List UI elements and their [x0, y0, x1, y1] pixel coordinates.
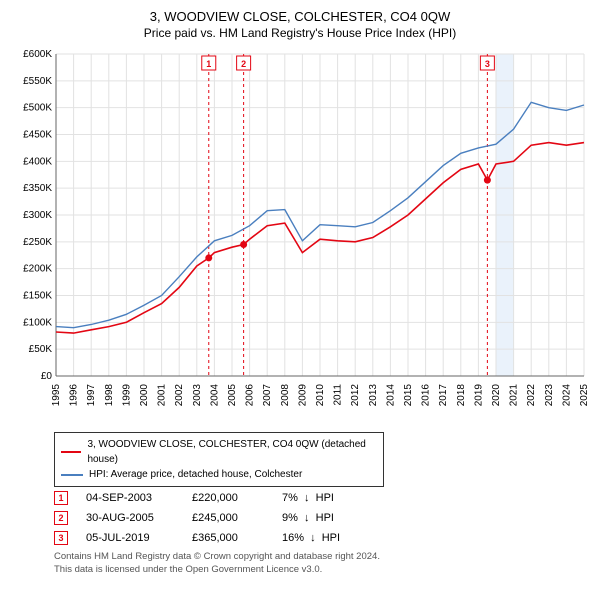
legend-label: HPI: Average price, detached house, Colc…: [89, 467, 302, 482]
svg-text:2008: 2008: [280, 384, 291, 407]
event-marker: 2: [54, 511, 68, 525]
svg-text:2015: 2015: [403, 384, 414, 407]
svg-text:2006: 2006: [245, 384, 256, 407]
svg-text:2010: 2010: [315, 384, 326, 407]
page-title: 3, WOODVIEW CLOSE, COLCHESTER, CO4 0QW: [10, 8, 590, 26]
legend-swatch: [61, 474, 83, 476]
svg-text:2022: 2022: [526, 384, 537, 407]
event-date: 04-SEP-2003: [86, 492, 174, 504]
legend-swatch: [61, 451, 81, 453]
svg-text:2003: 2003: [192, 384, 203, 407]
svg-text:2016: 2016: [421, 384, 432, 407]
legend-item: HPI: Average price, detached house, Colc…: [61, 467, 377, 482]
svg-text:£150K: £150K: [23, 291, 52, 302]
event-price: £245,000: [192, 512, 264, 524]
svg-text:2025: 2025: [579, 384, 590, 407]
svg-text:£350K: £350K: [23, 183, 52, 194]
svg-text:2: 2: [241, 59, 246, 69]
event-price: £220,000: [192, 492, 264, 504]
svg-text:2001: 2001: [157, 384, 168, 407]
svg-text:1: 1: [206, 59, 211, 69]
svg-text:£200K: £200K: [23, 264, 52, 275]
legend-item: 3, WOODVIEW CLOSE, COLCHESTER, CO4 0QW (…: [61, 437, 377, 467]
svg-text:2018: 2018: [456, 384, 467, 407]
svg-text:1998: 1998: [104, 384, 115, 407]
legend: 3, WOODVIEW CLOSE, COLCHESTER, CO4 0QW (…: [54, 432, 384, 487]
footer-line: Contains HM Land Registry data © Crown c…: [54, 551, 590, 563]
event-date: 05-JUL-2019: [86, 532, 174, 544]
svg-text:£50K: £50K: [29, 344, 53, 355]
svg-text:2011: 2011: [333, 384, 344, 406]
event-row: 3 05-JUL-2019 £365,000 16% ↓ HPI: [54, 531, 590, 545]
event-marker: 1: [54, 491, 68, 505]
event-diff: 7% ↓ HPI: [282, 492, 334, 504]
footer-attribution: Contains HM Land Registry data © Crown c…: [54, 551, 590, 576]
event-diff: 16% ↓ HPI: [282, 532, 340, 544]
svg-text:£0: £0: [41, 371, 53, 382]
svg-text:1999: 1999: [121, 384, 132, 407]
event-diff: 9% ↓ HPI: [282, 512, 334, 524]
events-table: 1 04-SEP-2003 £220,000 7% ↓ HPI 2 30-AUG-2005…: [54, 491, 590, 545]
svg-text:2007: 2007: [262, 384, 273, 407]
svg-text:2023: 2023: [544, 384, 555, 407]
event-row: 1 04-SEP-2003 £220,000 7% ↓ HPI: [54, 491, 590, 505]
svg-text:£100K: £100K: [23, 318, 52, 329]
svg-text:£550K: £550K: [23, 76, 52, 87]
svg-text:2004: 2004: [209, 384, 220, 407]
svg-text:2005: 2005: [227, 384, 238, 407]
legend-label: 3, WOODVIEW CLOSE, COLCHESTER, CO4 0QW (…: [87, 437, 377, 467]
page-subtitle: Price paid vs. HM Land Registry's House …: [10, 26, 590, 40]
svg-text:2013: 2013: [368, 384, 379, 407]
svg-text:2002: 2002: [174, 384, 185, 407]
svg-text:1997: 1997: [86, 384, 97, 407]
svg-text:£250K: £250K: [23, 237, 52, 248]
svg-text:£400K: £400K: [23, 157, 52, 168]
svg-text:2021: 2021: [509, 384, 520, 407]
svg-text:2020: 2020: [491, 384, 502, 407]
svg-text:£500K: £500K: [23, 103, 52, 114]
svg-text:2009: 2009: [297, 384, 308, 407]
event-marker: 3: [54, 531, 68, 545]
svg-text:£450K: £450K: [23, 130, 52, 141]
svg-text:3: 3: [485, 59, 490, 69]
svg-text:1995: 1995: [51, 384, 62, 407]
svg-text:2000: 2000: [139, 384, 150, 407]
price-chart: £0 £50K £100K £150K £200K £250K £300K £350K £400…: [10, 46, 590, 426]
svg-text:£600K: £600K: [23, 49, 52, 60]
svg-text:2024: 2024: [561, 384, 572, 407]
svg-text:2017: 2017: [438, 384, 449, 407]
svg-text:2019: 2019: [473, 384, 484, 407]
event-row: 2 30-AUG-2005 £245,000 9% ↓ HPI: [54, 511, 590, 525]
svg-text:1996: 1996: [69, 384, 80, 407]
event-price: £365,000: [192, 532, 264, 544]
footer-line: This data is licensed under the Open Gov…: [54, 564, 590, 576]
svg-text:£300K: £300K: [23, 210, 52, 221]
svg-text:2014: 2014: [385, 384, 396, 407]
event-date: 30-AUG-2005: [86, 512, 174, 524]
svg-text:2012: 2012: [350, 384, 361, 407]
